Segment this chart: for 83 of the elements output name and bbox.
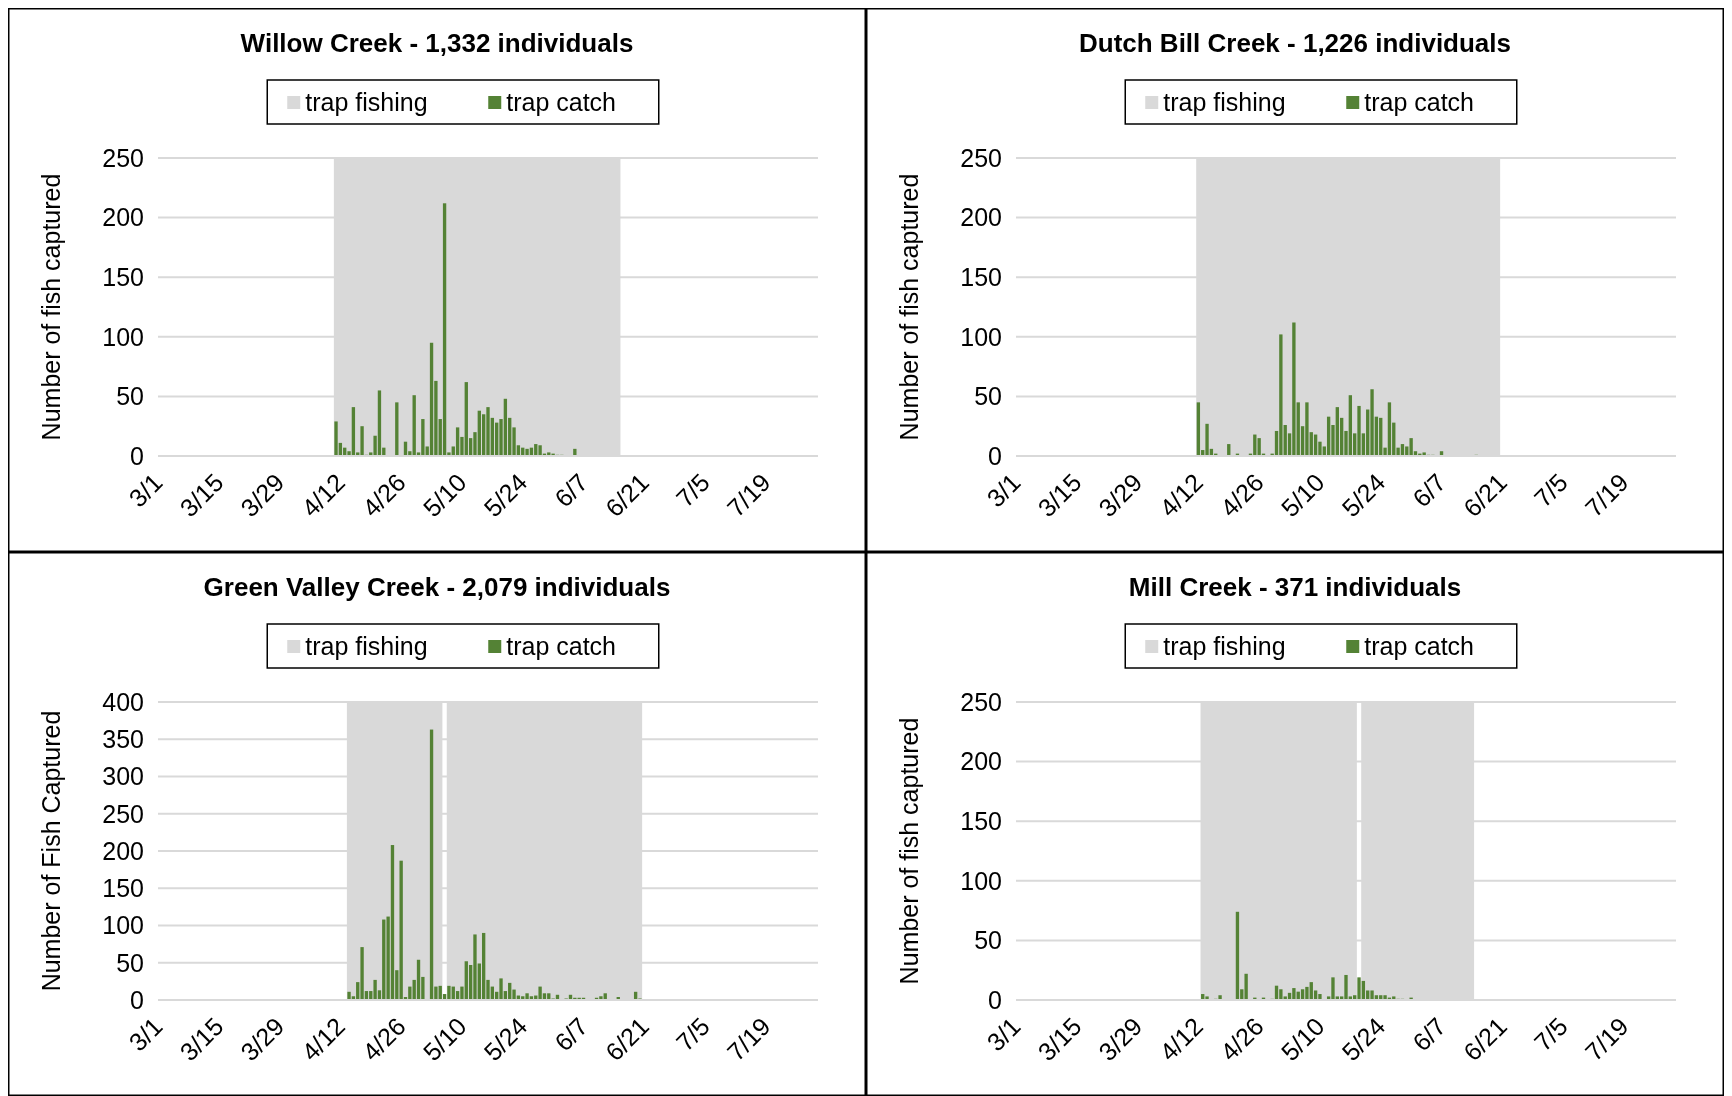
y-tick-label: 200: [960, 747, 1002, 776]
y-tick-label: 50: [974, 382, 1002, 411]
x-tick-label: 3/1: [123, 467, 168, 513]
y-tick-label: 150: [960, 806, 1002, 835]
x-tick-label: 6/21: [599, 467, 655, 523]
y-tick-label: 150: [102, 874, 144, 902]
x-tick-label: 5/10: [1275, 467, 1330, 523]
y-tick-label: 50: [116, 948, 144, 977]
y-tick-label: 250: [102, 143, 144, 172]
x-tick-label: 3/1: [981, 467, 1026, 513]
y-tick-label: 350: [102, 725, 144, 753]
x-tick-label: 7/5: [1528, 1011, 1573, 1057]
x-tick-label: 5/10: [417, 1011, 472, 1067]
y-tick-label: 0: [130, 985, 144, 1014]
y-tick-label: 400: [102, 687, 144, 716]
chart-title: Dutch Bill Creek - 1,226 individuals: [1078, 28, 1512, 58]
x-tick-label: 6/7: [1406, 467, 1452, 513]
x-tick-label: 6/7: [548, 1011, 594, 1057]
x-tick-label: 4/26: [1214, 1011, 1269, 1067]
y-axis-title: Number of fish captured: [37, 173, 65, 441]
y-tick-label: 0: [130, 441, 144, 470]
y-axis-title: Number of fish captured: [895, 717, 923, 985]
y-tick-label: 300: [102, 762, 144, 791]
x-tick-label: 3/29: [235, 1011, 290, 1067]
y-tick-label: 200: [960, 203, 1002, 232]
x-tick-label: 7/19: [1579, 1011, 1634, 1067]
x-tick-label: 7/19: [721, 1011, 776, 1067]
legend-label: trap catch: [506, 88, 617, 116]
x-tick-label: 3/1: [981, 1011, 1026, 1057]
y-tick-label: 100: [960, 322, 1002, 351]
y-axis-title: Number of fish captured: [895, 173, 923, 441]
x-tick-label: 4/12: [295, 467, 351, 523]
y-tick-label: 50: [116, 382, 144, 411]
x-tick-label: 7/5: [1528, 467, 1573, 513]
chart-title: Willow Creek - 1,332 individuals: [240, 28, 634, 58]
x-tick-label: 3/1: [123, 1011, 168, 1057]
x-tick-label: 7/19: [1579, 467, 1634, 523]
y-tick-label: 250: [102, 799, 144, 828]
legend-label: trap fishing: [305, 88, 428, 116]
x-tick-label: 6/7: [1406, 1011, 1452, 1057]
y-axis-title: Number of Fish Captured: [37, 710, 65, 992]
y-tick-label: 50: [974, 926, 1002, 955]
x-tick-label: 7/5: [670, 1011, 715, 1057]
y-tick-label: 200: [102, 836, 144, 865]
x-tick-label: 4/26: [1214, 467, 1269, 523]
x-tick-label: 5/24: [1336, 467, 1391, 523]
x-tick-label: 6/21: [1457, 467, 1513, 523]
x-tick-label: 3/29: [1093, 1011, 1148, 1067]
x-tick-label: 6/7: [548, 467, 594, 513]
y-tick-label: 150: [102, 262, 144, 291]
legend-label: trap fishing: [305, 632, 428, 660]
x-tick-label: 7/5: [670, 467, 715, 513]
x-tick-label: 4/12: [1153, 1011, 1209, 1067]
x-tick-label: 5/24: [478, 1011, 533, 1067]
x-tick-label: 5/10: [417, 467, 472, 523]
x-tick-label: 3/29: [235, 467, 290, 523]
legend-label: trap fishing: [1163, 88, 1286, 116]
legend-label: trap catch: [506, 632, 617, 660]
y-tick-label: 150: [960, 262, 1002, 291]
x-tick-label: 6/21: [1457, 1011, 1513, 1067]
x-tick-label: 3/29: [1093, 467, 1148, 523]
x-tick-label: 4/12: [1153, 467, 1209, 523]
legend-label: trap fishing: [1163, 632, 1286, 660]
legend-label: trap catch: [1364, 632, 1475, 660]
y-tick-label: 0: [988, 441, 1002, 470]
x-tick-label: 5/10: [1275, 1011, 1330, 1067]
x-tick-label: 5/24: [1336, 1011, 1391, 1067]
chart-title: Green Valley Creek - 2,079 individuals: [203, 572, 671, 602]
y-tick-label: 100: [102, 911, 144, 940]
y-tick-label: 250: [960, 143, 1002, 172]
x-tick-label: 4/26: [356, 1011, 411, 1067]
x-tick-label: 6/21: [599, 1011, 655, 1067]
y-tick-label: 200: [102, 203, 144, 232]
x-tick-label: 4/12: [295, 1011, 351, 1067]
y-tick-label: 100: [102, 322, 144, 351]
y-tick-label: 0: [988, 985, 1002, 1014]
y-tick-label: 250: [960, 687, 1002, 716]
chart-title: Mill Creek - 371 individuals: [1128, 572, 1462, 602]
x-tick-label: 7/19: [721, 467, 776, 523]
legend-label: trap catch: [1364, 88, 1475, 116]
y-tick-label: 100: [960, 866, 1002, 895]
x-tick-label: 5/24: [478, 467, 533, 523]
x-tick-label: 4/26: [356, 467, 411, 523]
